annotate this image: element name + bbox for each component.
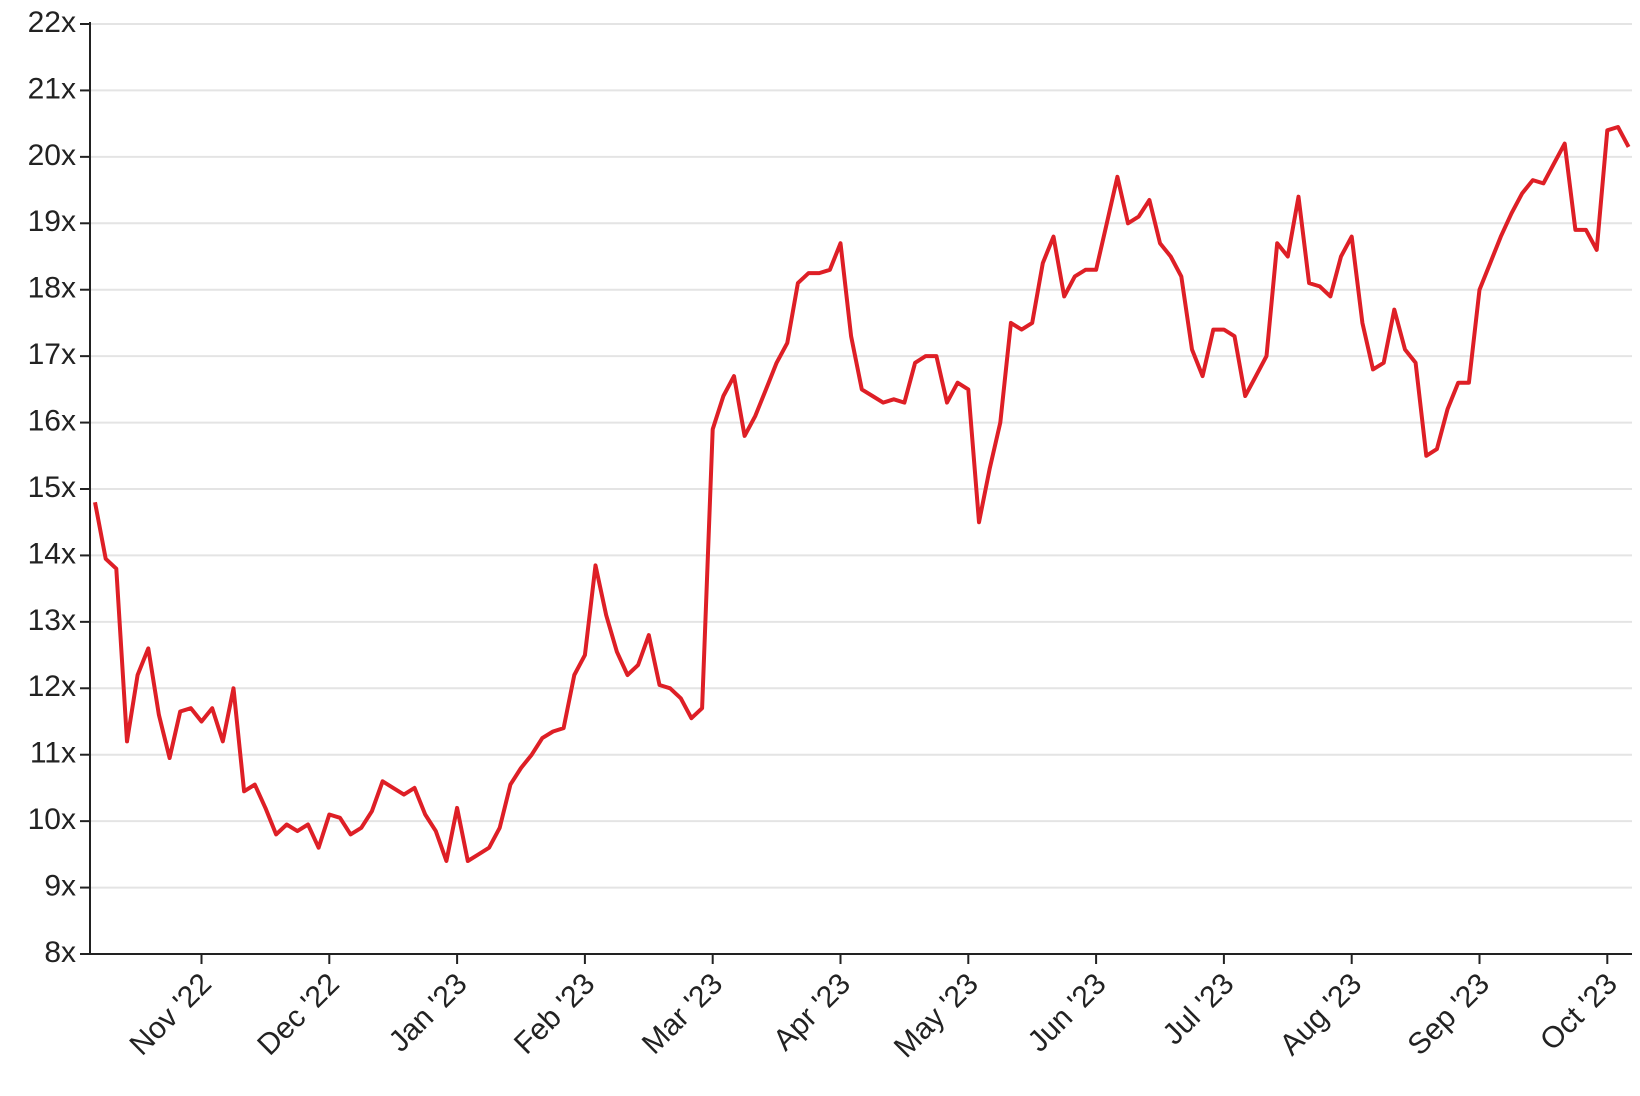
y-tick-label: 15x <box>28 471 76 504</box>
y-tick-label: 10x <box>28 803 76 836</box>
x-tick-label: Dec '22 <box>251 967 346 1062</box>
y-tick-label: 19x <box>28 205 76 238</box>
x-tick-label: Jul '23 <box>1156 967 1240 1051</box>
x-tick-label: Aug '23 <box>1274 967 1369 1062</box>
y-tick-label: 22x <box>28 6 76 39</box>
x-tick-label: Apr '23 <box>767 967 857 1057</box>
x-tick-label: Jun '23 <box>1022 967 1113 1058</box>
line <box>93 125 1631 863</box>
x-tick-label: Oct '23 <box>1534 967 1624 1057</box>
y-tick-label: 17x <box>28 338 76 371</box>
x-tick-label: May '23 <box>888 967 985 1064</box>
y-tick-label: 12x <box>28 670 76 703</box>
y-tick-label: 13x <box>28 604 76 637</box>
x-tick-label: Mar '23 <box>636 967 729 1060</box>
y-tick-label: 9x <box>44 869 76 902</box>
y-tick-label: 18x <box>28 272 76 305</box>
y-tick-label: 16x <box>28 404 76 437</box>
y-tick-label: 8x <box>44 936 76 969</box>
x-tick-label: Sep '23 <box>1401 967 1496 1062</box>
y-tick-label: 14x <box>28 537 76 570</box>
x-tick-label: Feb '23 <box>508 967 601 1060</box>
y-tick-label: 21x <box>28 72 76 105</box>
x-tick-label: Jan '23 <box>383 967 474 1058</box>
y-tick-label: 11x <box>30 737 76 770</box>
x-tick-label: Nov '22 <box>123 967 218 1062</box>
y-tick-label: 20x <box>28 139 76 172</box>
